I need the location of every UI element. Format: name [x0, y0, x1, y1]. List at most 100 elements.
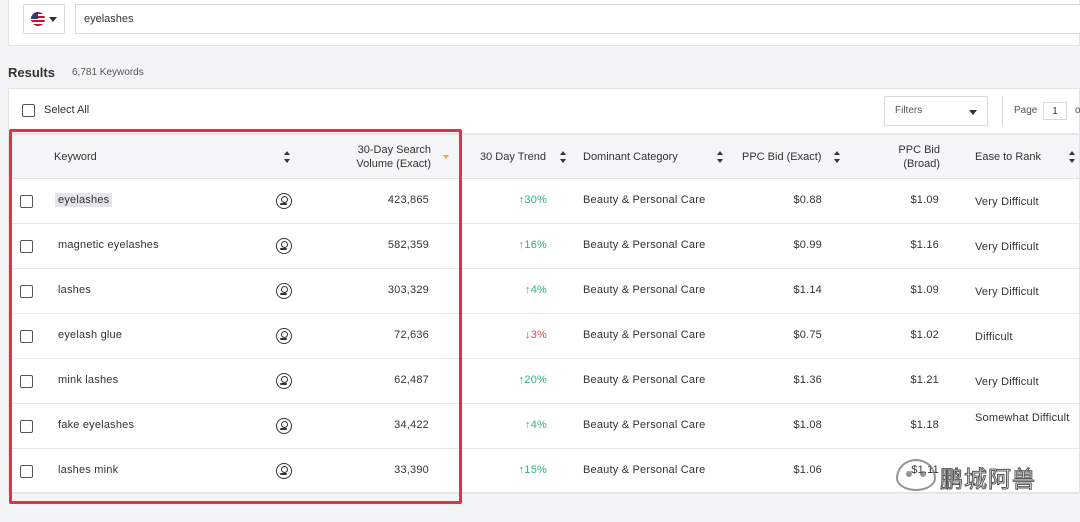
ease-cell: Very Difficult: [975, 241, 1039, 253]
amazon-search-icon[interactable]: [276, 193, 292, 209]
filters-dropdown[interactable]: Filters: [884, 96, 988, 126]
keyword-cell[interactable]: fake eyelashes: [58, 419, 135, 431]
sort-icon[interactable]: [560, 151, 567, 163]
ppc-exact-cell: $0.88: [793, 194, 822, 206]
amazon-search-icon[interactable]: [276, 238, 292, 254]
table-header: Keyword 30-Day Search Volume (Exact) 30 …: [9, 135, 1079, 179]
trend-cell: ↑16%: [518, 239, 547, 251]
ppc-broad-cell: $1.09: [910, 284, 939, 296]
trend-up-icon: ↑: [518, 194, 525, 206]
row-checkbox[interactable]: [20, 420, 33, 433]
search-volume-cell: 303,329: [387, 284, 429, 296]
trend-cell: ↓3%: [524, 329, 547, 341]
sort-active-icon[interactable]: [443, 155, 449, 159]
table-row[interactable]: lashes 303,329 ↑4% Beauty & Personal Care $1…: [9, 269, 1079, 314]
ease-cell: Difficult: [975, 331, 1013, 343]
category-cell: Beauty & Personal Care: [583, 239, 706, 251]
results-toolbar: Select All Filters Page o: [8, 88, 1080, 134]
table-row[interactable]: magnetic eyelashes 582,359 ↑16% Beauty & Pe…: [9, 224, 1079, 269]
results-count: 6,781 Keywords: [72, 67, 144, 78]
trend-cell: ↑30%: [518, 194, 547, 206]
sort-icon[interactable]: [717, 151, 724, 163]
trend-down-icon: ↓: [524, 329, 531, 341]
ppc-exact-cell: $1.14: [793, 284, 822, 296]
ppc-broad-cell: $1.09: [910, 194, 939, 206]
ease-cell: Very Difficult: [975, 376, 1039, 388]
ppc-exact-cell: $1.08: [793, 419, 822, 431]
keyword-cell[interactable]: magnetic eyelashes: [58, 239, 159, 251]
filters-label: Filters: [895, 105, 923, 116]
category-cell: Beauty & Personal Care: [583, 419, 706, 431]
amazon-search-icon[interactable]: [276, 463, 292, 479]
keywords-table: Keyword 30-Day Search Volume (Exact) 30 …: [8, 134, 1080, 494]
keyword-cell[interactable]: eyelash glue: [58, 329, 123, 341]
search-volume-cell: 582,359: [387, 239, 429, 251]
row-checkbox[interactable]: [20, 195, 33, 208]
amazon-search-icon[interactable]: [276, 373, 292, 389]
select-all-label: Select All: [44, 104, 90, 116]
amazon-search-icon[interactable]: [276, 283, 292, 299]
column-header-ppc-exact[interactable]: PPC Bid (Exact): [742, 151, 822, 163]
category-cell: Beauty & Personal Care: [583, 374, 706, 386]
sort-icon[interactable]: [1069, 151, 1076, 163]
row-checkbox[interactable]: [20, 285, 33, 298]
search-panel: [8, 0, 1080, 46]
us-flag-icon: [31, 12, 45, 26]
search-volume-cell: 33,390: [394, 464, 429, 476]
row-checkbox[interactable]: [20, 465, 33, 478]
trend-up-icon: ↑: [518, 239, 525, 251]
ppc-broad-cell: $1.18: [910, 419, 939, 431]
search-volume-cell: 423,865: [387, 194, 429, 206]
table-row[interactable]: eyelash glue 72,636 ↓3% Beauty & Personal C…: [9, 314, 1079, 359]
column-header-ppc-broad[interactable]: PPC Bid (Broad): [898, 144, 940, 170]
caret-down-icon: [49, 16, 57, 22]
country-select[interactable]: [23, 4, 65, 34]
keyword-cell[interactable]: mink lashes: [58, 374, 119, 386]
results-title: Results: [8, 65, 55, 80]
caret-down-icon: [969, 110, 977, 115]
column-header-search-volume[interactable]: 30-Day Search Volume (Exact): [356, 144, 431, 170]
column-header-category[interactable]: Dominant Category: [583, 151, 678, 163]
ppc-exact-cell: $0.99: [793, 239, 822, 251]
category-cell: Beauty & Personal Care: [583, 329, 706, 341]
sort-icon[interactable]: [834, 151, 841, 163]
keyword-search-input[interactable]: [75, 4, 1080, 34]
search-volume-cell: 62,487: [394, 374, 429, 386]
ppc-broad-cell: $1.02: [910, 329, 939, 341]
row-checkbox[interactable]: [20, 240, 33, 253]
ppc-exact-cell: $1.36: [793, 374, 822, 386]
page-number-input[interactable]: [1043, 102, 1067, 120]
keyword-cell[interactable]: lashes mink: [58, 464, 119, 476]
page-of-label: o: [1075, 105, 1080, 116]
ppc-exact-cell: $0.75: [793, 329, 822, 341]
trend-cell: ↑15%: [518, 464, 547, 476]
column-header-keyword[interactable]: Keyword: [54, 151, 97, 163]
row-checkbox[interactable]: [20, 375, 33, 388]
ppc-broad-cell: $1.21: [910, 374, 939, 386]
pagination: Page o: [1002, 96, 1080, 126]
trend-up-icon: ↑: [524, 419, 531, 431]
table-row[interactable]: lashes mink 33,390 ↑15% Beauty & Personal C…: [9, 449, 1079, 494]
amazon-search-icon[interactable]: [276, 418, 292, 434]
trend-up-icon: ↑: [518, 464, 525, 476]
ease-cell: Somewhat Difficult: [975, 412, 1070, 424]
select-all-checkbox[interactable]: [22, 104, 35, 117]
table-row[interactable]: eyelashes 423,865 ↑30% Beauty & Personal Ca…: [9, 179, 1079, 224]
column-header-ease[interactable]: Ease to Rank: [975, 151, 1042, 163]
search-volume-cell: 72,636: [394, 329, 429, 341]
wechat-logo-icon: [896, 459, 936, 491]
table-row[interactable]: mink lashes 62,487 ↑20% Beauty & Personal C…: [9, 359, 1079, 404]
ease-cell: Very Difficult: [975, 196, 1039, 208]
sort-icon[interactable]: [284, 151, 291, 163]
keyword-cell[interactable]: lashes: [58, 284, 91, 296]
amazon-search-icon[interactable]: [276, 328, 292, 344]
watermark: 鹏城阿兽: [896, 457, 1052, 495]
page-label: Page: [1014, 105, 1038, 116]
trend-cell: ↑4%: [524, 284, 547, 296]
column-header-trend[interactable]: 30 Day Trend: [480, 151, 547, 163]
trend-up-icon: ↑: [518, 374, 525, 386]
ease-cell: Very Difficult: [975, 286, 1039, 298]
keyword-cell[interactable]: eyelashes: [55, 193, 113, 207]
table-row[interactable]: fake eyelashes 34,422 ↑4% Beauty & Personal…: [9, 404, 1079, 449]
row-checkbox[interactable]: [20, 330, 33, 343]
